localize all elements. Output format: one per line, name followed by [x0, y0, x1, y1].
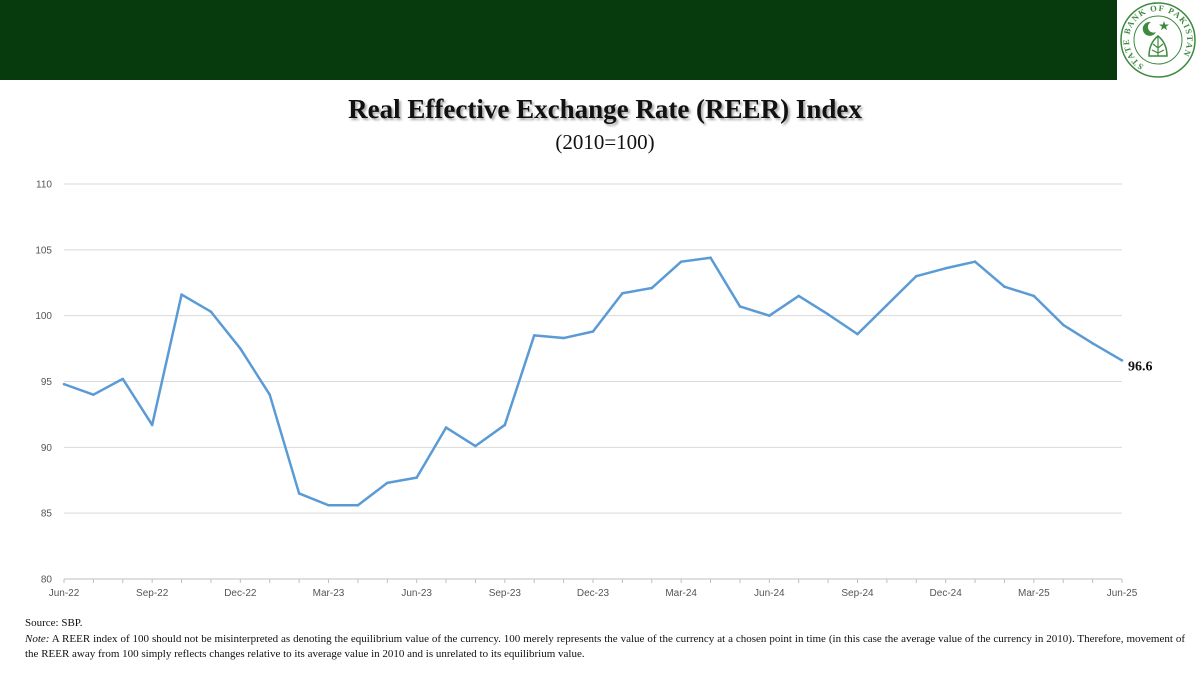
data-point	[621, 291, 624, 295]
crescent-icon	[1142, 21, 1156, 36]
data-point	[679, 260, 683, 263]
data-point	[209, 310, 213, 314]
data-point	[415, 476, 418, 479]
data-point	[180, 293, 183, 296]
data-point	[356, 503, 360, 507]
chart-title: Real Effective Exchange Rate (REER) Inde…	[348, 94, 862, 124]
data-point	[591, 330, 595, 333]
x-tick-label: Jun-25	[1107, 588, 1138, 599]
data-point	[1120, 359, 1124, 362]
data-point	[239, 347, 242, 350]
y-tick-label: 95	[41, 377, 53, 388]
x-tick-label: Dec-24	[930, 588, 963, 599]
reer-line-chart: 80 85 90 95 100 105 110 Jun-22 Sep-22 Dec-22 Mar-…	[35, 180, 1153, 600]
data-point	[797, 294, 801, 298]
end-value-label: 96.6	[1128, 359, 1153, 374]
x-tick-label: Mar-23	[313, 588, 345, 599]
data-point	[92, 393, 95, 396]
data-point	[562, 336, 565, 340]
data-point	[1032, 294, 1036, 298]
data-point	[385, 481, 389, 485]
source-text: Source: SBP.	[25, 617, 83, 629]
note-body: A REER index of 100 should not be misint…	[25, 633, 1185, 660]
data-point	[973, 260, 977, 263]
data-point	[474, 444, 477, 448]
x-tick-label: Jun-24	[754, 588, 785, 599]
x-tick-label: Mar-24	[665, 588, 697, 599]
data-point	[1091, 342, 1094, 345]
data-point	[444, 426, 448, 429]
x-tick-label: Dec-22	[224, 588, 257, 599]
wreath-icon	[1148, 35, 1168, 57]
data-point	[62, 382, 66, 386]
star-icon	[1159, 21, 1169, 31]
data-point	[768, 314, 771, 317]
data-point	[1003, 285, 1006, 288]
x-tick-label: Dec-23	[577, 588, 610, 599]
data-point	[532, 334, 536, 337]
data-point	[738, 305, 742, 308]
sbp-logo: STATE BANK OF PAKISTAN	[1117, 0, 1200, 80]
x-tick-label: Mar-25	[1018, 588, 1050, 599]
data-point	[327, 503, 330, 507]
header-band	[0, 0, 1200, 80]
data-point	[826, 313, 830, 316]
data-point	[121, 377, 125, 381]
data-point	[944, 266, 947, 270]
y-tick-label: 85	[41, 509, 53, 520]
data-point	[150, 423, 154, 427]
data-point	[268, 393, 272, 396]
x-tick-label: Sep-24	[841, 588, 874, 599]
data-point	[856, 332, 859, 336]
data-point	[885, 303, 889, 307]
data-point	[503, 423, 507, 427]
data-point	[1061, 323, 1065, 327]
data-point	[914, 274, 918, 278]
y-tick-label: 100	[35, 311, 52, 322]
x-tick-label: Sep-23	[489, 588, 522, 599]
x-tick-label: Jun-22	[49, 588, 80, 599]
data-point	[297, 492, 301, 495]
y-tick-label: 110	[36, 180, 52, 191]
note-text: Note: A REER index of 100 should not be …	[25, 632, 1185, 662]
chart-subtitle: (2010=100)	[555, 130, 655, 154]
data-point	[709, 256, 712, 260]
note-label: Note:	[25, 633, 50, 645]
y-tick-label: 105	[35, 245, 52, 256]
x-tick-label: Sep-22	[136, 588, 169, 599]
x-tick-label: Jun-23	[401, 588, 432, 599]
y-tick-label: 90	[41, 443, 53, 454]
y-tick-label: 80	[41, 575, 53, 586]
data-point	[650, 286, 654, 290]
